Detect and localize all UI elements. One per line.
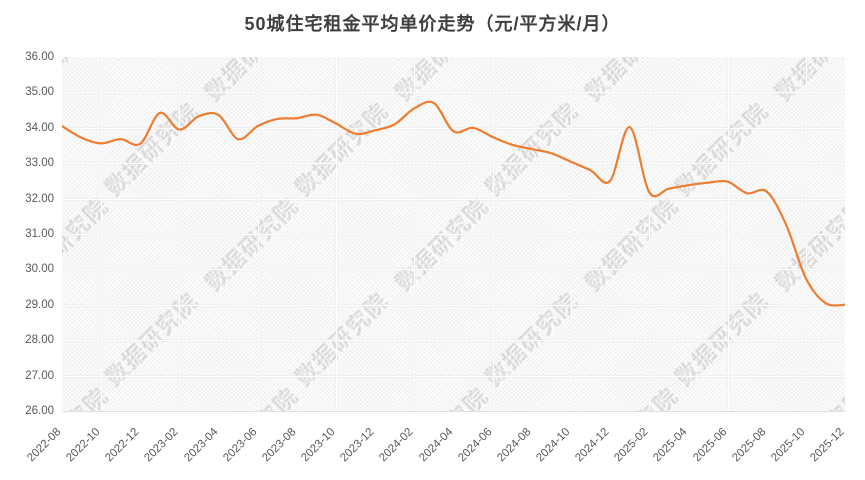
x-axis-tick-label: 2025-02 xyxy=(612,425,651,465)
x-axis-tick-label: 2025-06 xyxy=(690,425,730,465)
gridline-vertical xyxy=(805,57,807,411)
x-axis-tick-label: 2022-10 xyxy=(64,425,103,465)
x-axis-tick-label: 2023-06 xyxy=(220,425,260,465)
rent-trend-line xyxy=(62,100,845,307)
gridline-vertical xyxy=(336,57,338,411)
trend-line-svg xyxy=(62,100,845,307)
gridline-horizontal xyxy=(62,375,845,377)
y-axis-tick-label: 32.00 xyxy=(25,192,54,205)
x-axis-tick-label: 2023-02 xyxy=(142,425,182,465)
y-axis-tick-label: 26.00 xyxy=(25,405,54,417)
y-axis-tick-label: 27.00 xyxy=(25,369,54,382)
x-axis-tick-label: 2022-12 xyxy=(103,425,142,465)
gridline-vertical xyxy=(179,57,181,411)
gridline-vertical xyxy=(257,57,259,411)
x-axis-tick-label: 2025-10 xyxy=(769,425,808,465)
y-axis-tick-label: 28.00 xyxy=(25,334,54,347)
x-axis-tick-label: 2023-08 xyxy=(260,425,299,465)
y-axis-tick-label: 34.00 xyxy=(25,121,54,134)
gridline-vertical xyxy=(570,57,572,411)
gridline-horizontal xyxy=(62,127,845,129)
gridline-vertical xyxy=(414,57,416,411)
x-axis-tick-label: 2024-06 xyxy=(455,425,495,465)
gridline-vertical xyxy=(649,57,651,411)
gridline-vertical xyxy=(101,57,103,411)
gridline-vertical xyxy=(492,57,494,411)
x-axis-tick-label: 2024-10 xyxy=(534,425,573,465)
y-axis-tick-label: 30.00 xyxy=(25,263,54,276)
gridline-horizontal xyxy=(62,234,845,235)
x-axis-tick-label: 2024-04 xyxy=(416,425,456,465)
gridline-horizontal xyxy=(62,269,845,271)
x-axis-tick-label: 2022-08 xyxy=(25,425,64,465)
x-axis-tick-label: 2023-04 xyxy=(181,425,221,465)
y-axis-tick-label: 29.00 xyxy=(25,298,54,311)
x-axis-tick-label: 2023-12 xyxy=(338,425,377,465)
x-axis-tick-label: 2025-08 xyxy=(729,425,769,465)
y-axis-tick-label: 35.00 xyxy=(25,86,54,99)
gridline-vertical xyxy=(727,57,729,411)
x-axis-tick-label: 2024-12 xyxy=(573,425,612,465)
gridline-horizontal xyxy=(62,92,845,94)
gridline-horizontal xyxy=(62,304,845,306)
chart-title: 50城住宅租金平均单价走势（元/平方米/月） xyxy=(244,14,621,34)
gridline-horizontal xyxy=(62,198,845,200)
gridline-horizontal xyxy=(62,163,845,165)
x-axis-tick-label: 2025-12 xyxy=(808,425,847,465)
x-axis-tick-label: 2024-02 xyxy=(377,425,416,465)
y-axis-tick-label: 36.00 xyxy=(25,51,54,63)
x-axis-tick-label: 2024-08 xyxy=(495,425,534,465)
y-axis-tick-label: 33.00 xyxy=(25,157,54,170)
x-axis-tick-label: 2023-10 xyxy=(299,425,338,465)
x-axis-tick-label: 2025-04 xyxy=(651,425,690,465)
y-axis-tick-label: 31.00 xyxy=(25,228,54,240)
gridline-horizontal xyxy=(62,340,845,342)
plot-area: 数据研究院 数据研究院 数据研究院 数据研究院 数据研究院 数据研究院 数据研究院 数据研究院… xyxy=(62,57,845,412)
